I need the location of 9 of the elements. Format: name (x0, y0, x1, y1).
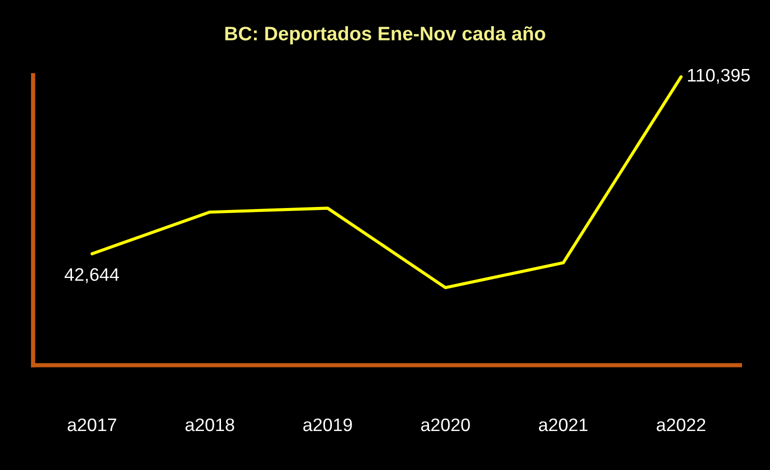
x-tick-label: a2017 (68, 418, 116, 432)
x-tick-label: a2018 (185, 418, 234, 432)
chart-title: BC: Deportados Ene-Nov cada año (225, 26, 546, 44)
data-label: 110,395 (688, 68, 750, 84)
x-tick-label: a2021 (538, 418, 588, 432)
x-tick-label: a2022 (656, 418, 706, 432)
data-label: 42,644 (64, 268, 119, 284)
x-tick-label: a2019 (303, 418, 352, 432)
x-tick-label: a2020 (421, 418, 470, 432)
